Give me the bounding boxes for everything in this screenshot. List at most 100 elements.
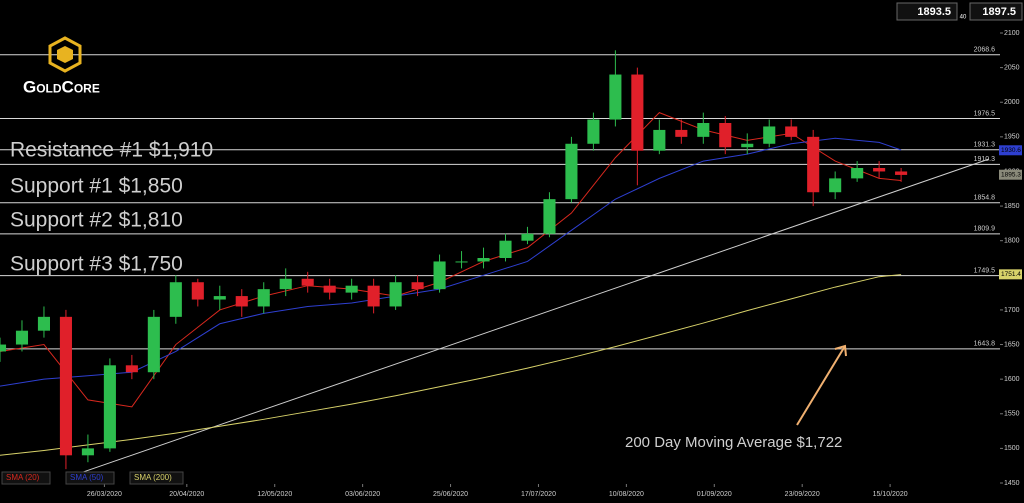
candle-body xyxy=(719,123,732,148)
ask: 1897.5 xyxy=(982,6,1016,18)
logo: GoldCore xyxy=(23,36,100,96)
candle-body xyxy=(0,344,7,352)
y-tick-label: 2100 xyxy=(1004,30,1020,37)
candle-body xyxy=(521,233,534,241)
candle-body xyxy=(389,282,402,307)
level-label: 1931.3 xyxy=(974,142,996,149)
candle-body xyxy=(125,365,138,373)
x-tick-label: 17/07/2020 xyxy=(521,491,556,498)
price-tag-label: 1751.4 xyxy=(1001,271,1021,278)
level-label: 1910.3 xyxy=(974,156,996,163)
level-label: 1854.8 xyxy=(974,195,996,202)
annotation: Support #2 $1,810 xyxy=(10,209,183,232)
candle-body xyxy=(37,316,50,331)
candle-body xyxy=(433,261,446,290)
candle-body xyxy=(301,278,314,286)
candle-body xyxy=(499,240,512,258)
level-label: 1643.8 xyxy=(974,341,996,348)
x-tick-label: 25/06/2020 xyxy=(433,491,468,498)
x-tick-label: 12/05/2020 xyxy=(257,491,292,498)
y-tick-label: 1450 xyxy=(1004,480,1020,487)
x-tick-label: 20/04/2020 xyxy=(169,491,204,498)
candle-body xyxy=(279,278,292,290)
ask-box xyxy=(969,2,1023,21)
candle-body xyxy=(147,316,160,373)
candle-body xyxy=(543,199,556,234)
x-tick-label: 01/09/2020 xyxy=(697,491,732,498)
y-tick-label: 1950 xyxy=(1004,134,1020,141)
x-tick-label: 26/03/2020 xyxy=(87,491,122,498)
y-tick-label: 1800 xyxy=(1004,238,1020,245)
candle-body xyxy=(477,258,490,262)
candle-body xyxy=(873,168,886,172)
candle-body xyxy=(103,365,116,449)
arrow xyxy=(796,344,847,426)
annotation: Support #3 $1,750 xyxy=(10,253,183,276)
annotation: 200 Day Moving Average $1,722 xyxy=(625,434,842,451)
spread: 40 xyxy=(960,15,967,21)
candle-body xyxy=(763,126,776,144)
candle-body xyxy=(15,330,29,345)
price-tag xyxy=(999,269,1022,280)
candle-body xyxy=(257,289,270,307)
candle-body xyxy=(785,126,798,137)
candle-body xyxy=(675,129,688,137)
price-tag xyxy=(999,145,1022,156)
candle-body xyxy=(631,74,644,151)
candle-body xyxy=(609,74,622,120)
price-tag-label: 1930.6 xyxy=(1001,147,1021,154)
candle-body xyxy=(565,143,578,200)
x-tick-label: 03/06/2020 xyxy=(345,491,380,498)
candle-body xyxy=(697,123,710,137)
price-tag xyxy=(999,169,1022,180)
level-label: 1749.5 xyxy=(974,267,996,274)
bid-box xyxy=(896,2,958,21)
y-tick-label: 1550 xyxy=(1004,411,1020,418)
y-tick-label: 1700 xyxy=(1004,307,1020,314)
legend-box xyxy=(65,471,115,485)
level-label: 1809.9 xyxy=(974,226,996,233)
candle-body xyxy=(367,285,380,307)
legend-box xyxy=(129,471,184,485)
candle-body xyxy=(807,136,820,193)
legend-label: SMA (20) xyxy=(6,473,40,482)
candle-body xyxy=(81,448,94,456)
candle-body xyxy=(455,261,468,263)
y-tick-label: 1850 xyxy=(1004,203,1020,210)
candle-body xyxy=(829,178,842,193)
candle-body xyxy=(169,282,182,317)
quote-box: 1893.5 40 1897.5 xyxy=(896,2,1023,21)
candle-body xyxy=(741,143,754,148)
legend-label: SMA (50) xyxy=(70,473,104,482)
candle-body xyxy=(191,282,204,300)
candle-body xyxy=(59,316,72,456)
candle-body xyxy=(345,285,358,293)
candle-body xyxy=(323,285,336,293)
legend-box xyxy=(1,471,51,485)
candle-body xyxy=(851,168,864,179)
annotation: Support #1 $1,850 xyxy=(10,175,183,198)
x-tick-label: 10/08/2020 xyxy=(609,491,644,498)
candle-body xyxy=(895,171,908,175)
candle-body xyxy=(235,296,248,307)
y-tick-label: 1650 xyxy=(1004,341,1020,348)
level-label: 1976.5 xyxy=(974,110,996,117)
candle-body xyxy=(213,296,226,300)
level-label: 2068.6 xyxy=(974,47,996,54)
y-tick-label: 2000 xyxy=(1004,99,1020,106)
annotation: Resistance #1 $1,910 xyxy=(10,139,213,162)
y-tick-label: 2050 xyxy=(1004,64,1020,71)
bid: 1893.5 xyxy=(917,6,951,18)
candle-body xyxy=(587,119,600,144)
y-tick-label: 1600 xyxy=(1004,376,1020,383)
x-tick-label: 23/09/2020 xyxy=(785,491,820,498)
trendline xyxy=(71,158,990,477)
candle-body xyxy=(411,282,424,290)
price-tag-label: 1895.3 xyxy=(1001,171,1021,178)
x-tick-label: 15/10/2020 xyxy=(873,491,908,498)
y-tick-label: 1500 xyxy=(1004,445,1020,452)
sma-line xyxy=(0,274,902,456)
